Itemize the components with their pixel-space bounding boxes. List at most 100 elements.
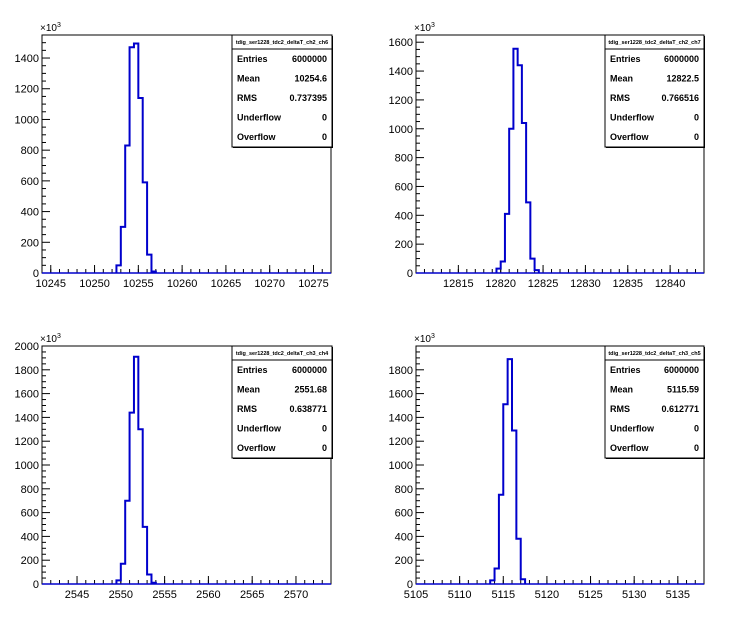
stats-box-frame <box>231 345 333 459</box>
y-tick-label: 1000 <box>389 124 413 136</box>
stats-label: RMS <box>610 93 630 103</box>
stats-box: tdig_ser1228_tdc2_deltaT_ch3_ch5 Entries 6… <box>604 345 705 459</box>
stats-value: 0 <box>694 443 699 453</box>
y-tick-label: 1400 <box>15 412 39 424</box>
stats-value: 0 <box>322 113 327 123</box>
stats-value: 6000000 <box>292 365 327 375</box>
stats-label: Underflow <box>610 113 655 123</box>
x-tick-label: 2560 <box>196 589 220 601</box>
x-tick-label: 12815 <box>443 278 474 290</box>
y-tick-label: 1400 <box>15 53 39 65</box>
x-tick-label: 5120 <box>535 589 559 601</box>
y-exponent-label: ×103 <box>414 333 435 345</box>
y-exponent-label: ×103 <box>40 22 61 34</box>
y-tick-label: 1600 <box>15 389 39 401</box>
y-tick-label: 800 <box>21 484 39 496</box>
y-tick-label: 600 <box>21 176 39 188</box>
stats-label: Mean <box>610 384 633 394</box>
x-tick-label: 5130 <box>622 589 646 601</box>
histogram-panel-1: 0 200 400 600 800 1000 1200 1400 10245 10250 10255… <box>15 22 333 290</box>
stats-box-frame <box>604 345 705 459</box>
stats-value: 6000000 <box>664 365 699 375</box>
y-tick-label: 600 <box>21 508 39 520</box>
stats-value: 2551.68 <box>294 384 327 394</box>
stats-value: 0.638771 <box>289 404 327 414</box>
stats-value: 5115.59 <box>667 384 699 394</box>
x-tick-label: 12825 <box>528 278 559 290</box>
stats-label: Entries <box>610 54 641 64</box>
y-tick-label: 1800 <box>15 365 39 377</box>
stats-label: RMS <box>237 93 257 103</box>
histogram-title: tdig_ser1228_tdc2_deltaT_ch3_ch5 <box>608 351 700 357</box>
y-tick-label: 800 <box>395 153 413 165</box>
y-tick-label: 600 <box>395 508 413 520</box>
y-tick-label: 1600 <box>389 389 413 401</box>
stats-value: 0 <box>694 132 699 142</box>
x-tick-label: 5135 <box>666 589 690 601</box>
stats-value: 6000000 <box>664 54 699 64</box>
y-tick-label: 1400 <box>389 66 413 78</box>
histogram-title: tdig_ser1228_tdc2_deltaT_ch2_ch7 <box>608 40 700 46</box>
histogram-line <box>115 42 157 273</box>
y-tick-label: 400 <box>21 207 39 219</box>
y-tick-label: 1200 <box>15 436 39 448</box>
stats-label: Entries <box>237 54 268 64</box>
x-tick-label: 5110 <box>448 589 472 601</box>
histogram-panel-4: 0 200 400 600 800 1000 1200 1400 1600 1800 5105 511… <box>389 333 705 601</box>
y-tick-label: 800 <box>21 145 39 157</box>
x-tick-label: 5125 <box>578 589 602 601</box>
x-tick-label: 10275 <box>298 278 329 290</box>
stats-label: RMS <box>610 404 630 414</box>
y-tick-label: 200 <box>21 237 39 249</box>
histogram-line <box>489 358 527 584</box>
x-tick-label: 12840 <box>655 278 686 290</box>
x-tick-label: 2545 <box>65 589 89 601</box>
y-tick-label: 0 <box>407 268 413 280</box>
y-tick-label: 1400 <box>389 412 413 424</box>
histogram-title: tdig_ser1228_tdc2_deltaT_ch2_ch6 <box>236 40 328 46</box>
stats-label: Mean <box>610 73 633 83</box>
stats-box: tdig_ser1228_tdc2_deltaT_ch2_ch7 Entries 6… <box>604 34 705 148</box>
x-tick-label: 5105 <box>404 589 428 601</box>
x-tick-label: 10260 <box>167 278 198 290</box>
y-tick-label: 800 <box>395 484 413 496</box>
x-tick-label: 10250 <box>79 278 110 290</box>
stats-label: Overflow <box>237 132 277 142</box>
x-tick-label: 2565 <box>240 589 264 601</box>
y-tick-label: 1200 <box>15 84 39 96</box>
stats-label: Underflow <box>237 113 282 123</box>
histogram-panel-2: 0 200 400 600 800 1000 1200 1400 1600 12815 12820 1… <box>389 22 705 290</box>
y-exponent-label: ×103 <box>414 22 435 34</box>
y-tick-label: 1000 <box>389 460 413 472</box>
stats-value: 0.737395 <box>289 93 327 103</box>
stats-label: Underflow <box>610 424 655 434</box>
stats-label: Entries <box>610 365 641 375</box>
histogram-title: tdig_ser1228_tdc2_deltaT_ch3_ch4 <box>236 351 329 357</box>
stats-value: 0 <box>322 443 327 453</box>
x-tick-label: 12835 <box>612 278 643 290</box>
y-tick-label: 1200 <box>389 95 413 107</box>
x-tick-label: 2555 <box>152 589 176 601</box>
stats-value: 0 <box>322 132 327 142</box>
y-tick-label: 600 <box>395 181 413 193</box>
y-tick-label: 400 <box>395 210 413 222</box>
y-tick-label: 400 <box>21 531 39 543</box>
y-tick-label: 2000 <box>15 341 39 353</box>
histogram-panel-3: 0 200 400 600 800 1000 1200 1400 1600 1800 2000 254… <box>15 333 333 601</box>
stats-label: Entries <box>237 365 268 375</box>
stats-label: Overflow <box>237 443 277 453</box>
stats-label: Mean <box>237 384 260 394</box>
x-tick-label: 10270 <box>254 278 285 290</box>
stats-label: Overflow <box>610 443 650 453</box>
stats-label: Mean <box>237 73 260 83</box>
y-tick-label: 1000 <box>15 114 39 126</box>
stats-label: RMS <box>237 404 257 414</box>
stats-value: 0.612771 <box>661 404 699 414</box>
stats-value: 0 <box>694 113 699 123</box>
y-tick-label: 1000 <box>15 460 39 472</box>
stats-value: 12822.5 <box>666 73 699 83</box>
x-tick-label: 12820 <box>485 278 516 290</box>
y-tick-label: 200 <box>21 555 39 567</box>
stats-box-frame <box>231 34 333 148</box>
stats-value: 0.766516 <box>661 93 699 103</box>
